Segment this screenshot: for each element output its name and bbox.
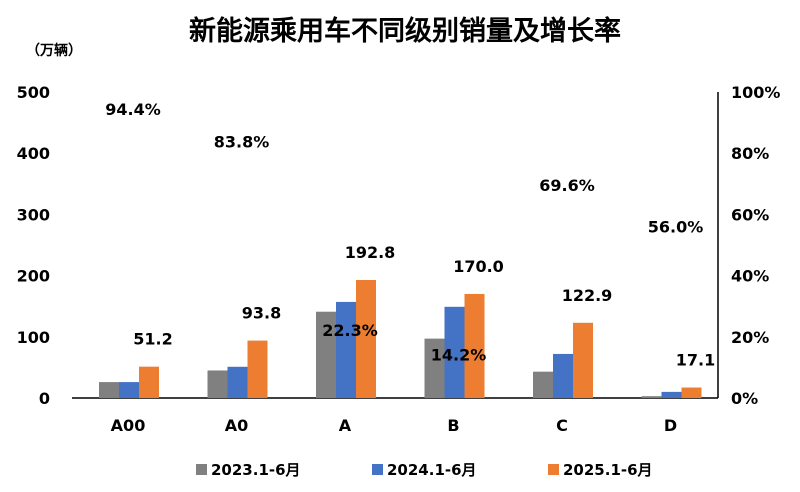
bar-A00-series-1 <box>119 382 139 398</box>
growth-rate-label: 94.4% <box>105 100 161 119</box>
bar-A-series-0 <box>316 311 336 398</box>
bar-B-series-2 <box>464 293 485 398</box>
data-label: 51.2 <box>133 330 172 349</box>
bars <box>99 280 702 398</box>
x-category-label: A00 <box>111 416 146 435</box>
bar-C-series-1 <box>553 353 573 398</box>
x-category-label: A0 <box>225 416 249 435</box>
bar-A00-series-0 <box>99 382 119 398</box>
data-label: 170.0 <box>453 257 504 276</box>
data-label: 17.1 <box>676 351 715 370</box>
data-label: 122.9 <box>562 286 613 305</box>
legend-swatch <box>548 464 559 475</box>
bar-A-series-1 <box>336 301 356 398</box>
x-category-label: B <box>447 416 459 435</box>
x-axis-categories: A00 A0 A B C D <box>111 416 677 435</box>
legend-label: 2023.1-6月 <box>211 461 301 479</box>
growth-rate-label: 69.6% <box>539 176 595 195</box>
y-tick-label: 200 <box>17 267 50 286</box>
left-y-axis: 0 100 200 300 400 500 <box>17 83 50 408</box>
y2-tick-label: 80% <box>731 144 769 163</box>
legend-swatch <box>196 464 207 475</box>
data-labels: 51.2 93.8 192.8 170.0 122.9 17.1 <box>133 243 715 370</box>
data-label: 192.8 <box>345 243 396 262</box>
bar-A-series-2 <box>356 280 376 398</box>
legend: 2023.1-6月 2024.1-6月 2025.1-6月 <box>196 461 653 479</box>
y2-tick-label: 40% <box>731 267 769 286</box>
growth-rate-label: 56.0% <box>648 218 704 237</box>
chart-title: 新能源乘用车不同级别销量及增长率 <box>189 15 621 47</box>
y-tick-label: 300 <box>17 205 50 224</box>
bar-D-series-0 <box>641 396 662 398</box>
right-y-axis: 0% 20% 40% 60% 80% 100% <box>731 83 780 408</box>
growth-rate-label: 83.8% <box>214 133 270 152</box>
legend-swatch <box>372 464 383 475</box>
bar-C-series-2 <box>573 322 593 398</box>
bar-A00-series-2 <box>139 366 159 398</box>
x-category-label: A <box>339 416 352 435</box>
legend-label: 2025.1-6月 <box>563 461 653 479</box>
legend-label: 2024.1-6月 <box>387 461 477 479</box>
growth-rate-label: 22.3% <box>322 321 378 340</box>
x-category-label: D <box>664 416 677 435</box>
growth-rate-labels: 94.4% 83.8% 22.3% 14.2% 69.6% 56.0% <box>105 100 703 364</box>
y2-tick-label: 20% <box>731 328 769 347</box>
bar-C-series-0 <box>533 371 553 398</box>
y-tick-label: 0 <box>39 389 50 408</box>
growth-rate-label: 14.2% <box>431 346 487 365</box>
y-tick-label: 100 <box>17 328 50 347</box>
bar-D-series-2 <box>681 387 702 398</box>
x-category-label: C <box>556 416 568 435</box>
y-axis-unit-label: （万辆） <box>26 42 82 59</box>
y2-tick-label: 60% <box>731 205 769 224</box>
bar-B-series-1 <box>444 306 465 398</box>
y-tick-label: 500 <box>17 83 50 102</box>
bar-A0-series-2 <box>247 340 268 398</box>
y2-tick-label: 100% <box>731 83 780 102</box>
y-tick-label: 400 <box>17 144 50 163</box>
y2-tick-label: 0% <box>731 389 758 408</box>
bar-A0-series-0 <box>207 370 228 398</box>
data-label: 93.8 <box>242 304 281 323</box>
bar-B-series-0 <box>424 338 445 398</box>
bar-D-series-1 <box>661 391 682 398</box>
bar-A0-series-1 <box>227 366 248 398</box>
